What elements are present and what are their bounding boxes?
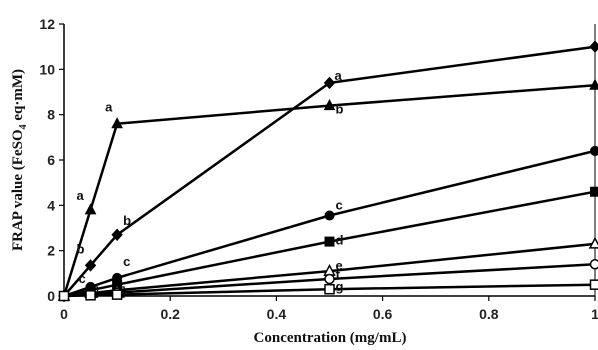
data-point [111,228,123,242]
data-point [84,203,97,215]
data-point [84,259,97,272]
point-annotation: g [336,279,344,294]
axes: 0 2 4 6 8 10 12 0 0.2 0.4 0.6 0.8 1 [39,16,598,322]
x-tick-label: 1 [591,306,598,322]
data-point [323,99,336,111]
point-annotation: c [123,254,130,269]
y-axis-title-prefix: FRAP value (FeSO [10,129,26,251]
data-point [58,290,70,302]
y-tick-label: 0 [47,288,55,304]
point-annotation: a [77,188,85,203]
data-point [324,273,335,285]
data-point [111,289,123,300]
point-annotation: b [123,213,131,228]
x-tick-label: 0.8 [479,306,499,322]
point-annotation: e [336,258,343,273]
data-point [324,283,335,295]
data-point [590,186,598,197]
x-axis-title: Concentration (mg/mL) [254,330,407,346]
y-axis-title: FRAP value (FeSO4 eq·mM) [10,69,29,251]
data-point [589,259,598,270]
data-point [324,210,335,221]
point-annotation: b [336,102,344,117]
x-tick-label: 0.2 [160,306,180,322]
point-annotation: a [105,100,113,115]
cluster-bracket [94,286,99,298]
x-tick-label: 0 [60,306,68,322]
x-tick-label: 0.6 [373,306,393,322]
series-lines [57,40,598,303]
y-tick-label: 4 [47,197,55,213]
point-annotation: d [336,233,344,248]
y-axis-title-suffix: eq·mM) [10,69,26,124]
point-annotation: b [77,241,85,256]
data-point [85,290,96,301]
data-point [323,76,336,90]
data-point [589,40,598,53]
data-point [111,117,123,129]
data-point [590,145,598,156]
y-axis-title-subscript: 4 [18,124,29,129]
y-tick-label: 6 [47,152,55,168]
point-annotation: c [79,271,86,286]
point-annotation: c [336,198,343,213]
y-tick-label: 8 [47,107,55,123]
y-tick-label: 12 [39,16,55,32]
data-point [589,279,598,290]
y-tick-label: 10 [39,61,55,77]
cluster-bracket [121,286,125,298]
data-point [324,236,335,247]
point-annotation: a [335,68,343,83]
point-annotation: f [336,267,341,282]
y-tick-label: 2 [47,243,55,259]
x-tick-label: 0.4 [267,306,287,322]
